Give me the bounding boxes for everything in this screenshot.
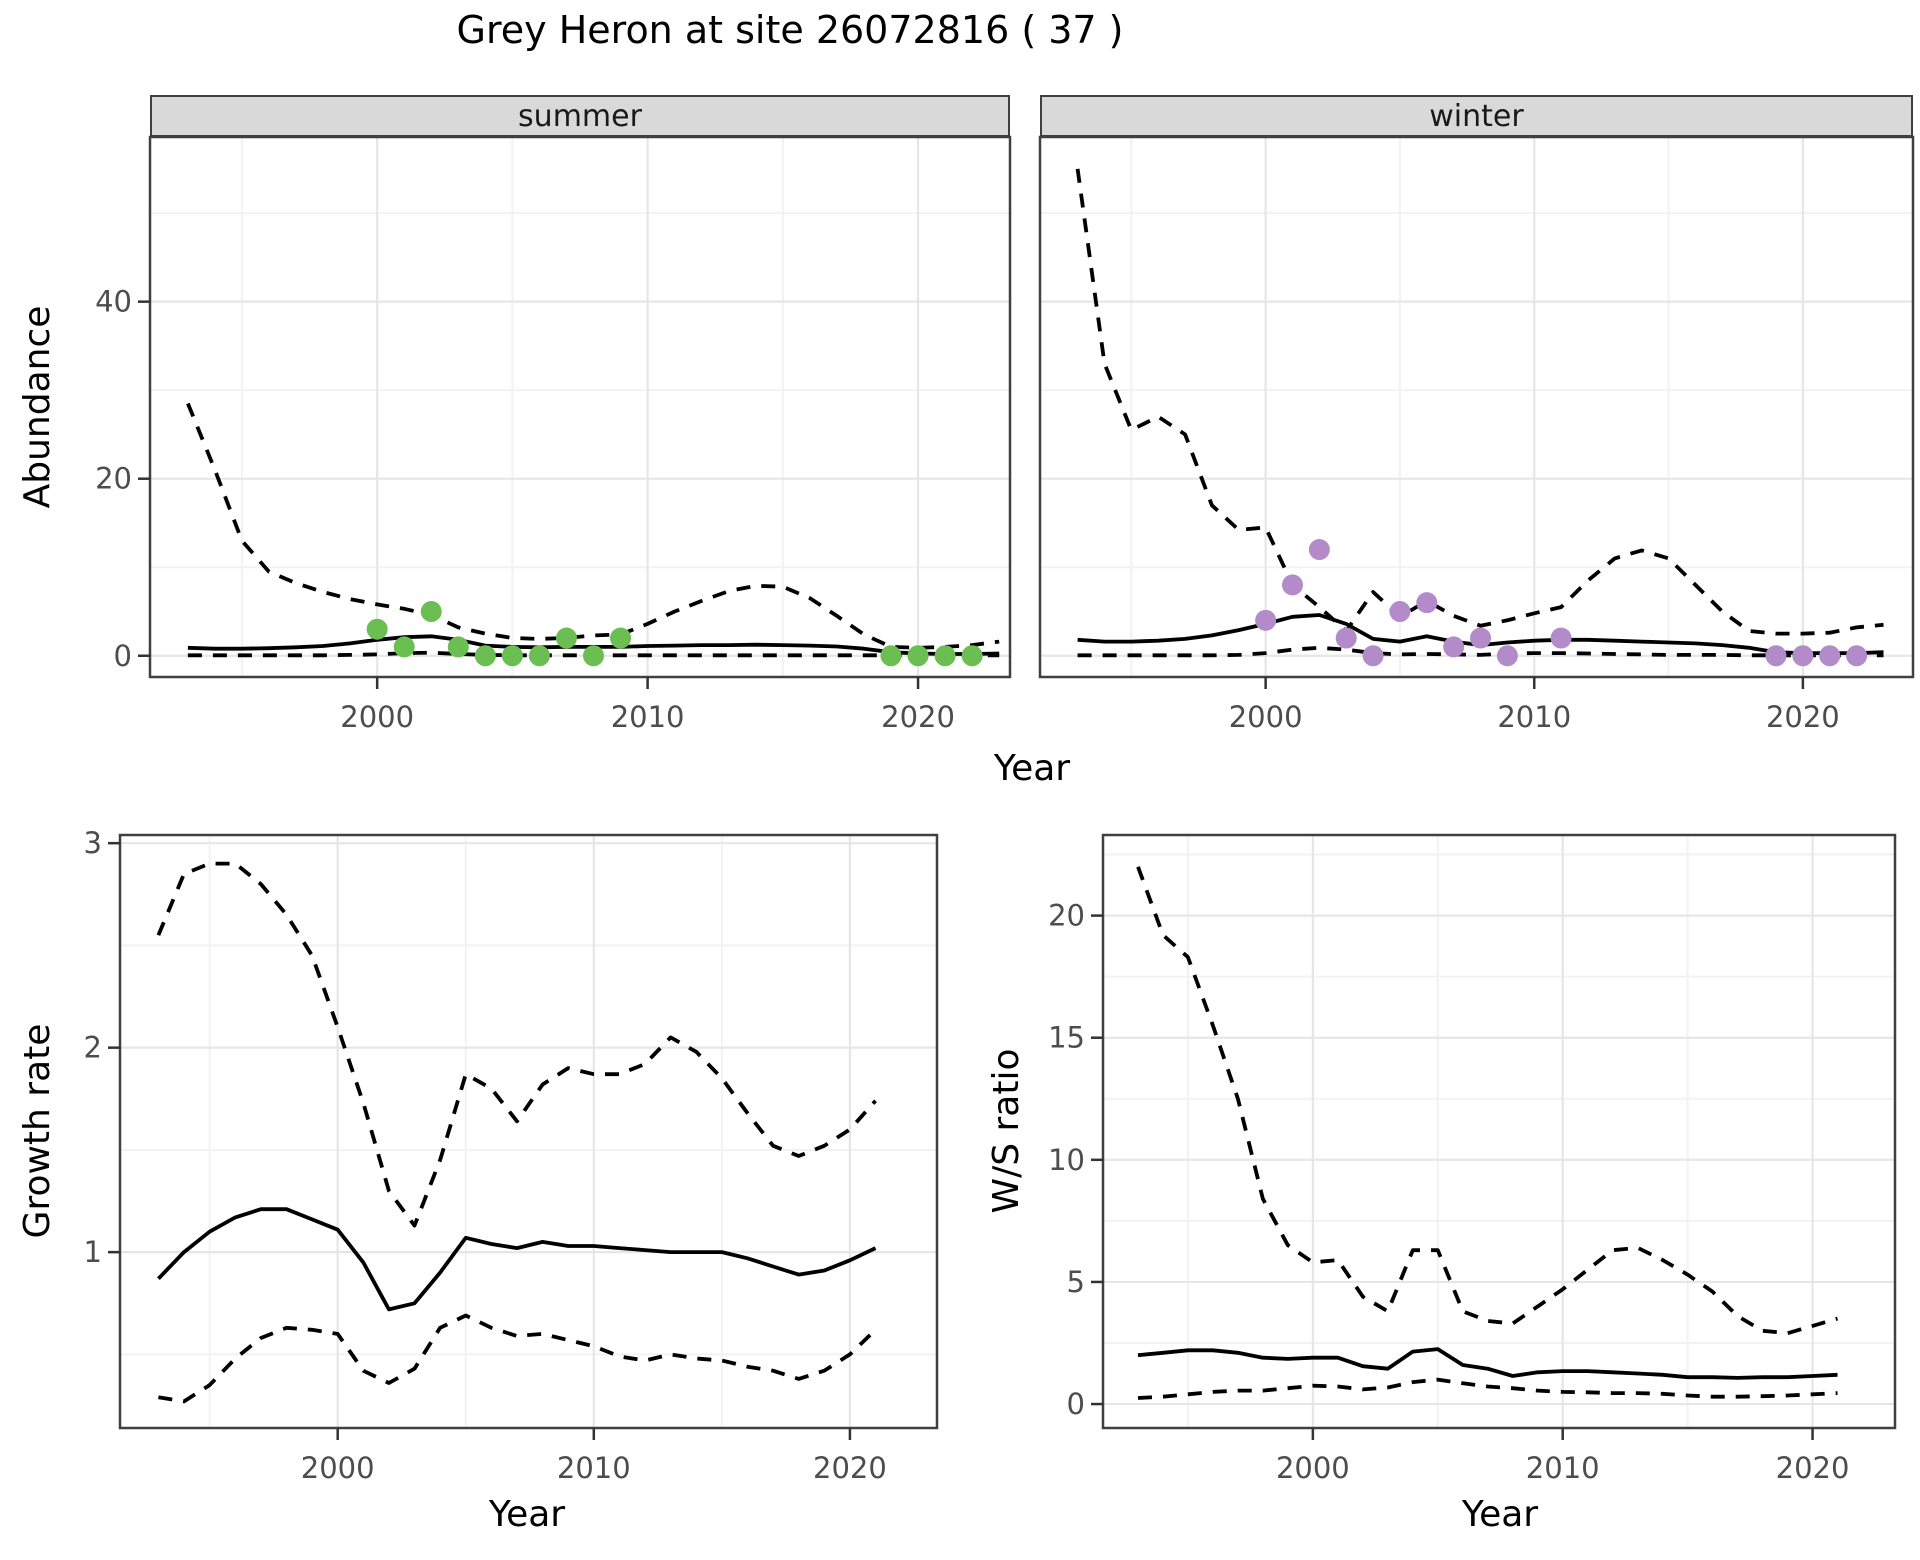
facet-strip-winter: winter <box>1040 95 1913 137</box>
svg-text:3: 3 <box>84 826 102 860</box>
x-axis-title-year-growth: Year <box>488 1494 566 1535</box>
svg-text:0: 0 <box>1067 1387 1085 1421</box>
panel-summer: 2000 2010 2020 0 20 40 <box>95 135 1012 734</box>
svg-text:5: 5 <box>1067 1265 1085 1299</box>
svg-text:2020: 2020 <box>1776 1451 1850 1485</box>
svg-text:2020: 2020 <box>881 700 955 734</box>
svg-text:2020: 2020 <box>813 1451 887 1485</box>
svg-text:2000: 2000 <box>340 700 414 734</box>
panel-growth: 2000 2010 2020 1 2 3 <box>84 826 939 1485</box>
facet-strip-summer-label: summer <box>518 98 642 134</box>
svg-text:2010: 2010 <box>611 700 685 734</box>
panel-winter: 2000 2010 2020 <box>1038 135 1915 734</box>
svg-text:2010: 2010 <box>1526 1451 1600 1485</box>
svg-text:0: 0 <box>114 639 132 673</box>
svg-text:2020: 2020 <box>1766 700 1840 734</box>
svg-text:1: 1 <box>84 1235 102 1269</box>
svg-text:2000: 2000 <box>301 1451 375 1485</box>
x-axis-title-year-ws: Year <box>1461 1494 1539 1535</box>
svg-text:2010: 2010 <box>1497 700 1571 734</box>
svg-text:2010: 2010 <box>557 1451 631 1485</box>
panel-ws: 2000 2010 2020 0 5 10 15 20 <box>1048 833 1897 1485</box>
svg-text:15: 15 <box>1048 1021 1085 1055</box>
facet-strip-summer: summer <box>150 95 1010 137</box>
svg-text:20: 20 <box>1048 899 1085 933</box>
svg-text:10: 10 <box>1048 1143 1085 1177</box>
x-axis-title-year-top: Year <box>993 748 1071 789</box>
svg-text:20: 20 <box>95 462 132 496</box>
plot-title: Grey Heron at site 26072816 ( 37 ) <box>456 8 1124 52</box>
svg-text:2000: 2000 <box>1229 700 1303 734</box>
svg-text:2000: 2000 <box>1276 1451 1350 1485</box>
facet-strip-winter-label: winter <box>1429 98 1524 134</box>
svg-text:40: 40 <box>95 285 132 319</box>
svg-text:2: 2 <box>84 1031 102 1065</box>
